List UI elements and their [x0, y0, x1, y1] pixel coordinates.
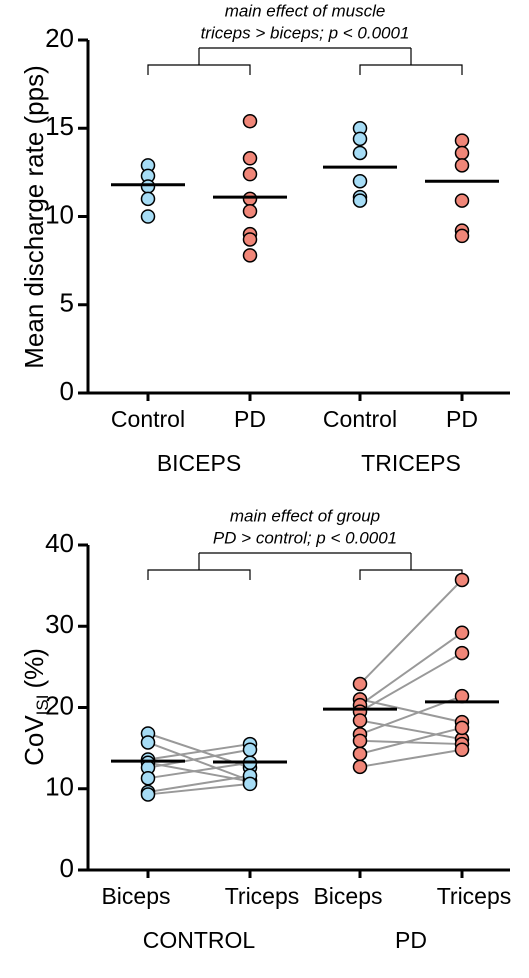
- group-label: CONTROL: [143, 927, 256, 953]
- point: [454, 742, 470, 757]
- y-tick-label: 15: [45, 111, 74, 141]
- y-axis-label: CoVISI (%): [19, 648, 53, 766]
- pair-line: [147, 741, 251, 782]
- pair-line: [359, 631, 463, 706]
- point: [352, 131, 368, 147]
- point: [140, 191, 156, 207]
- y-tick-label: 5: [60, 288, 74, 318]
- point: [352, 746, 368, 762]
- bracket: [147, 48, 251, 75]
- pair-line: [359, 719, 463, 741]
- annotation: main effect of group: [230, 506, 380, 525]
- point: [352, 145, 368, 161]
- x-tick-label: Biceps: [101, 883, 170, 909]
- x-tick-label: Triceps: [437, 883, 512, 909]
- group-label: BICEPS: [157, 450, 241, 476]
- y-tick-label: 0: [60, 853, 74, 883]
- bracket: [359, 553, 463, 580]
- point: [454, 145, 470, 161]
- y-tick-label: 20: [45, 23, 74, 53]
- point: [242, 113, 258, 129]
- annotation: PD > control; p < 0.0001: [213, 528, 397, 547]
- x-tick-label: Control: [323, 406, 397, 432]
- point: [352, 759, 368, 775]
- group-label: TRICEPS: [361, 450, 461, 476]
- point: [242, 742, 258, 757]
- pair-line: [147, 761, 251, 780]
- x-tick-label: PD: [234, 406, 266, 432]
- annotation: main effect of muscle: [225, 1, 386, 20]
- pair-line: [147, 774, 251, 793]
- point: [242, 776, 258, 792]
- point: [454, 572, 470, 588]
- pair-line: [359, 739, 463, 746]
- bracket: [359, 48, 463, 75]
- pair-line: [147, 743, 251, 761]
- point: [454, 228, 470, 244]
- point: [454, 720, 470, 736]
- pair-line: [359, 652, 463, 713]
- y-label-unit: (%): [19, 648, 49, 688]
- point: [242, 248, 258, 263]
- y-tick-label: 30: [45, 609, 74, 639]
- y-tick-label: 0: [60, 376, 74, 406]
- pair-line: [359, 748, 463, 768]
- pair-line: [147, 782, 251, 796]
- point: [352, 713, 368, 728]
- point: [352, 193, 368, 208]
- x-tick-label: Triceps: [225, 883, 300, 909]
- point: [352, 173, 368, 189]
- point: [140, 735, 156, 750]
- group-label: PD: [395, 927, 427, 953]
- y-tick-label: 20: [45, 690, 74, 720]
- point: [352, 733, 368, 749]
- pair-line: [359, 579, 463, 685]
- point: [242, 232, 258, 247]
- pair-line: [359, 726, 463, 755]
- point: [140, 209, 156, 224]
- point: [242, 151, 258, 166]
- pair-line: [359, 698, 463, 724]
- y-label-sub: ISI: [33, 695, 52, 716]
- x-tick-label: Control: [111, 406, 185, 432]
- y-axis-label: Mean discharge rate (pps): [19, 65, 49, 368]
- point: [242, 203, 258, 219]
- point: [140, 770, 156, 786]
- y-tick-label: 10: [45, 772, 74, 802]
- pair-line: [147, 748, 251, 769]
- bracket: [147, 553, 251, 580]
- point: [140, 787, 156, 802]
- point: [352, 676, 368, 692]
- y-tick-label: 40: [45, 528, 74, 558]
- x-tick-label: PD: [446, 406, 478, 432]
- y-tick-label: 10: [45, 199, 74, 229]
- x-tick-label: Biceps: [313, 883, 382, 909]
- point: [454, 158, 470, 173]
- annotation: triceps > biceps; p < 0.0001: [201, 23, 410, 42]
- y-label-main: CoV: [19, 715, 49, 766]
- point: [454, 625, 470, 640]
- point: [454, 193, 470, 208]
- point: [140, 179, 156, 194]
- point: [242, 166, 258, 182]
- point: [454, 133, 470, 148]
- point: [242, 191, 258, 207]
- point: [454, 645, 470, 661]
